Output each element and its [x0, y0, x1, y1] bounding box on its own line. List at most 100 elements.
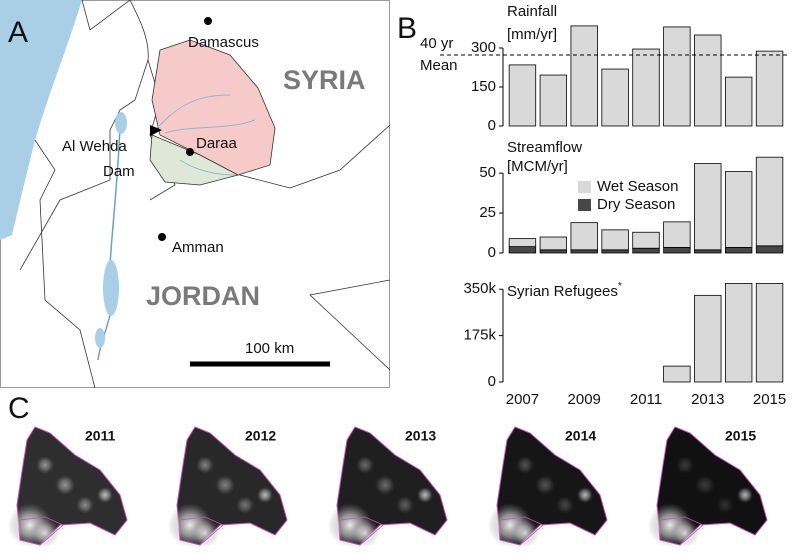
night-light-map: [8, 426, 128, 547]
dam-label: Al Wehda: [62, 138, 127, 155]
y-tick-label: 150: [471, 78, 496, 95]
basin-jordan: [149, 134, 240, 186]
night-light-map: [328, 426, 448, 547]
light: [55, 475, 75, 495]
legend-label: Dry Season: [597, 196, 675, 213]
chart-title: Streamflow: [507, 139, 582, 156]
x-tick-label: 2007: [506, 391, 539, 408]
rivers: [154, 94, 256, 176]
y-tick-label: 350k: [463, 280, 496, 297]
city-dot: [204, 17, 212, 25]
reference-label: Mean: [420, 57, 458, 74]
legend-label: Wet Season: [597, 178, 678, 195]
map-panel: A Damascus Daraa Amman SYRIA JORDAN Al W…: [0, 0, 391, 389]
year-label: 2014: [565, 428, 596, 444]
chart-title: [MCM/yr]: [507, 158, 568, 175]
title-mark: *: [618, 281, 622, 292]
panel-label: A: [8, 16, 28, 49]
year-label: 2012: [245, 428, 276, 444]
legend-swatch: [578, 199, 591, 211]
chart-title: [mm/yr]: [507, 26, 557, 43]
light: [695, 475, 715, 495]
legend-swatch: [578, 181, 591, 193]
light: [196, 456, 214, 474]
sea: [0, 0, 82, 240]
bar: [755, 50, 784, 127]
light: [511, 519, 539, 547]
bar: [632, 231, 660, 249]
panel-label: B: [397, 12, 417, 45]
bar: [539, 236, 568, 251]
borders: [19, 0, 391, 389]
light: [215, 475, 235, 495]
dead-sea-south: [95, 328, 105, 348]
light: [351, 519, 379, 547]
light: [556, 496, 574, 514]
sub-region: [659, 516, 704, 546]
light: [356, 456, 374, 474]
y-tick-label: 25: [479, 204, 496, 221]
city-label: Amman: [172, 239, 224, 256]
panel-label: C: [8, 392, 30, 425]
light: [31, 519, 59, 547]
city-dot: [158, 233, 166, 241]
city-dot: [186, 148, 194, 156]
year-label: 2013: [405, 428, 436, 444]
sub-region: [179, 516, 224, 546]
light: [716, 496, 734, 514]
country-label: SYRIA: [283, 65, 366, 95]
light: [97, 487, 113, 503]
bar: [570, 25, 598, 127]
bar: [663, 247, 691, 254]
light: [236, 496, 254, 514]
bar: [508, 64, 537, 127]
bar: [663, 221, 691, 248]
reference-label: 40 yr: [420, 35, 453, 52]
night-light-map: [488, 426, 608, 547]
bar: [508, 238, 537, 248]
sub-region: [499, 516, 544, 546]
light: [516, 456, 534, 474]
chart-title: Syrian Refugees*: [507, 281, 622, 300]
year-label: 2011: [85, 428, 116, 444]
dam-label: Dam: [103, 163, 135, 180]
light: [676, 456, 694, 474]
x-tick-label: 2011: [630, 391, 662, 408]
scale-label: 100 km: [245, 340, 294, 357]
bar: [663, 365, 691, 383]
light: [671, 519, 699, 547]
sub-region: [339, 516, 384, 546]
bar: [694, 34, 722, 127]
bar: [508, 246, 537, 254]
bar: [632, 247, 660, 254]
x-tick-label: 2015: [753, 391, 786, 408]
light: [417, 487, 433, 503]
bar: [724, 283, 753, 383]
city-label: Daraa: [196, 135, 238, 152]
chart-title: Rainfall: [507, 3, 557, 20]
bar: [570, 222, 598, 251]
bar: [724, 171, 753, 248]
y-tick-label: 0: [488, 117, 496, 134]
bar: [663, 26, 691, 127]
night-lights: 2011 2012 2013 2014 2015: [8, 426, 768, 547]
bar: [570, 249, 598, 254]
y-tick-label: 0: [488, 373, 496, 390]
sub-region: [19, 516, 64, 546]
light: [396, 496, 414, 514]
bar: [724, 76, 753, 127]
bar: [694, 294, 722, 383]
x-tick-label: 2009: [568, 391, 601, 408]
bar: [539, 249, 568, 254]
bar: [632, 48, 660, 127]
night-light-map: [168, 426, 288, 547]
bar: [539, 74, 568, 127]
charts: Rainfall [mm/yr] 0 150 300 40 yr Mean Streamflo…: [420, 3, 789, 408]
y-tick-label: 300: [471, 39, 496, 56]
y-tick-label: 0: [488, 244, 496, 261]
light: [375, 475, 395, 495]
city-label: Damascus: [188, 34, 259, 51]
light: [535, 475, 555, 495]
light: [737, 487, 753, 503]
